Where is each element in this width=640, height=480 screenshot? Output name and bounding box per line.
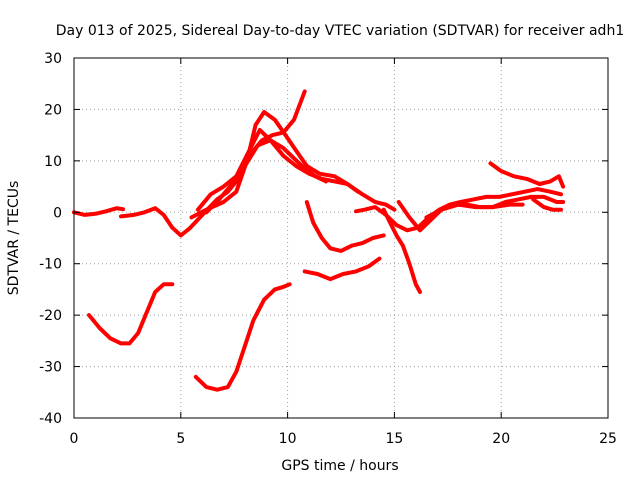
series-line-arc-3: [189, 110, 361, 220]
y-axis: -40 -30 -20 -10 0 10 20 30: [39, 51, 608, 427]
x-tick-label: 15: [385, 431, 403, 447]
x-tick-label: 20: [492, 431, 510, 447]
series-line-arc-10: [381, 207, 422, 294]
series-line-arc-5: [204, 138, 328, 215]
series-line-arc-4: [195, 128, 397, 212]
series-line-arc-9: [193, 282, 292, 392]
series-line-arc-1: [72, 206, 126, 217]
y-tick-label: -20: [39, 308, 62, 324]
grid-layer: [74, 58, 608, 418]
x-tick-label: 5: [176, 431, 185, 447]
series-line-arc-8: [87, 282, 175, 346]
series-line-arc-13: [424, 202, 525, 220]
series-line-arc-7: [302, 256, 382, 282]
chart-title: Day 013 of 2025, Sidereal Day-to-day VTE…: [56, 23, 624, 39]
series-line-arc-6: [304, 200, 386, 253]
x-axis-label: GPS time / hours: [281, 458, 398, 474]
y-tick-label: -40: [39, 411, 62, 427]
series-line-arc-15: [531, 197, 563, 212]
x-axis: 0 5 10 15 20 25: [70, 58, 617, 447]
x-tick-label: 25: [599, 431, 617, 447]
y-tick-label: 10: [44, 154, 62, 170]
y-tick-label: -10: [39, 257, 62, 273]
y-axis-label: SDTVAR / TECUs: [6, 181, 22, 296]
y-tick-label: 20: [44, 102, 62, 118]
x-tick-label: 10: [279, 431, 297, 447]
y-tick-label: -30: [39, 360, 62, 376]
series-layer: [72, 89, 566, 392]
y-tick-label: 0: [53, 205, 62, 221]
series-line-arc-2: [119, 89, 307, 238]
plot-frame: [73, 57, 609, 419]
x-tick-label: 0: [70, 431, 79, 447]
y-tick-label: 30: [44, 51, 62, 67]
series-line-arc-14: [488, 161, 566, 189]
